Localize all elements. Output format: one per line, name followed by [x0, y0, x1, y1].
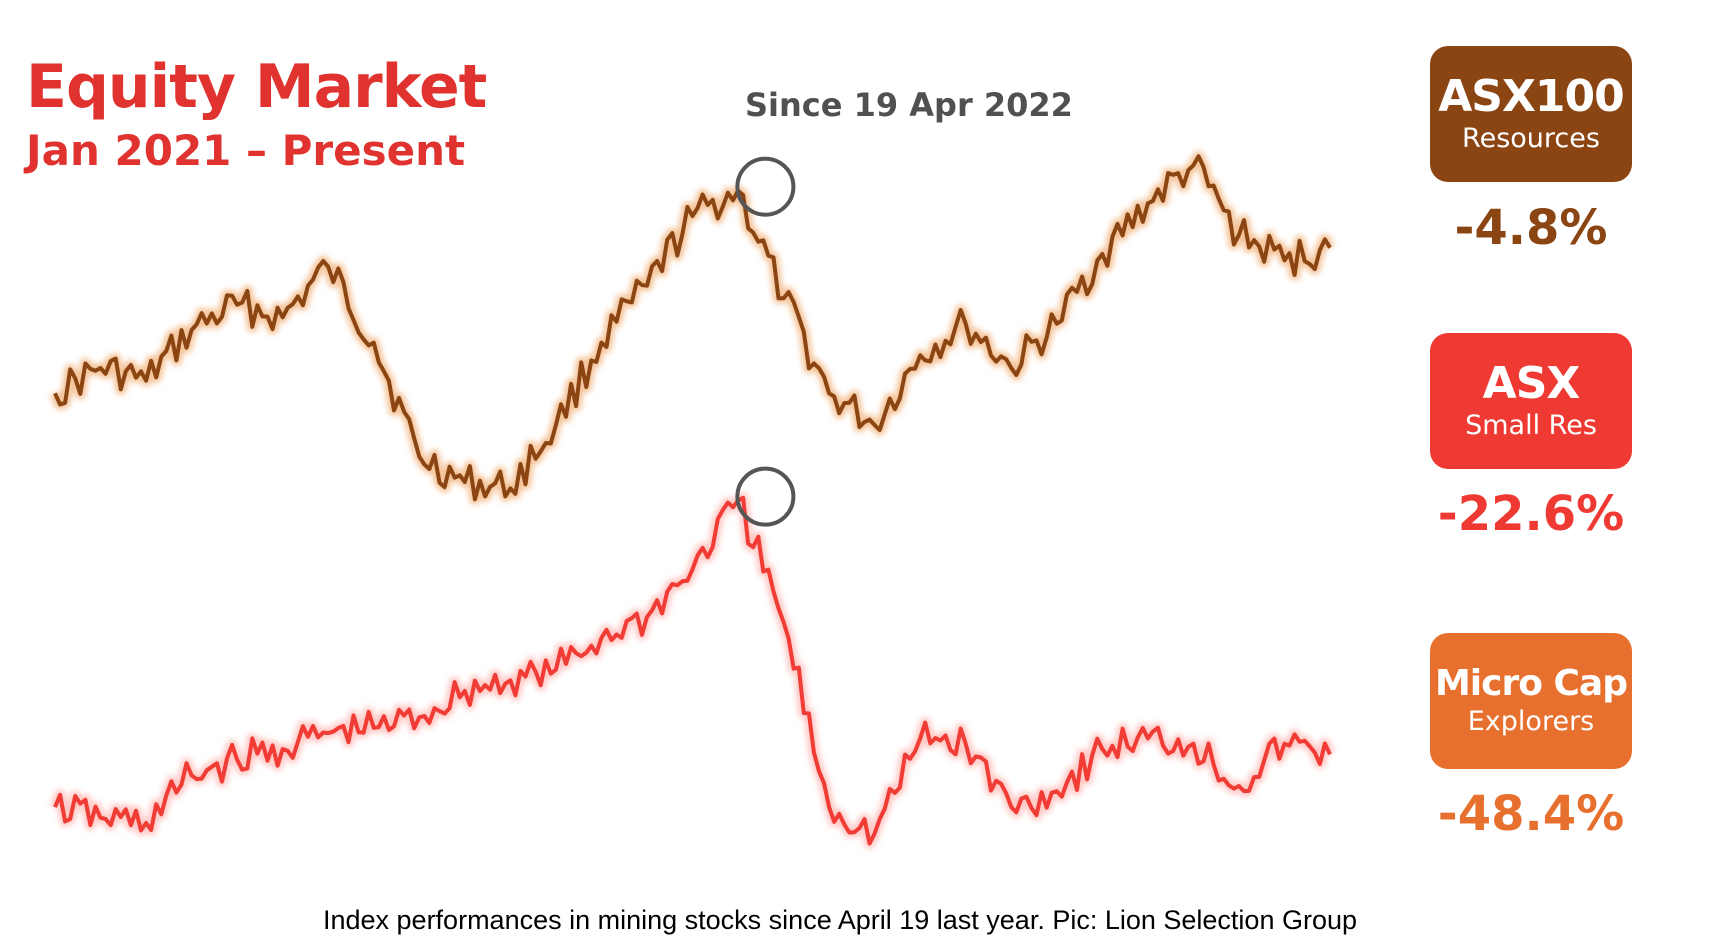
since-annotation: Since 19 Apr 2022: [745, 86, 1073, 124]
change-asx-small-res: -22.6%: [1437, 486, 1625, 542]
chart-plot: [49, 150, 1335, 849]
legend-title-micro-cap: Micro Cap: [1434, 663, 1628, 704]
series-glow-1: [49, 492, 1335, 849]
chart-subtitle: Jan 2021 – Present: [26, 126, 466, 175]
legend-sub-small-res: Small Res: [1465, 410, 1597, 441]
series-line-asx-small-res: [53, 495, 1332, 846]
series-line-asx100-resources: [53, 154, 1332, 502]
legend-sub-resources: Resources: [1462, 123, 1600, 154]
change-micro-cap-explorers: -48.4%: [1437, 786, 1625, 842]
chart-title: Equity Market: [26, 52, 487, 122]
peak-marker-1: [735, 466, 796, 527]
image-caption: Index performances in mining stocks sinc…: [322, 905, 1357, 935]
peak-marker-0: [735, 156, 796, 217]
legend-title-asx: ASX: [1482, 358, 1581, 409]
legend-title-asx100: ASX100: [1438, 71, 1625, 122]
change-asx100-resources: -4.8%: [1454, 200, 1608, 256]
legend-sub-explorers: Explorers: [1467, 706, 1595, 737]
legend-badge-asx-small-res: ASX Small Res: [1430, 333, 1632, 469]
legend-badge-asx100-resources: ASX100 Resources: [1430, 46, 1632, 182]
chart-area: Equity Market Jan 2021 – Present Since 1…: [26, 46, 1632, 849]
legend-badge-micro-cap-explorers: Micro Cap Explorers: [1430, 633, 1632, 769]
